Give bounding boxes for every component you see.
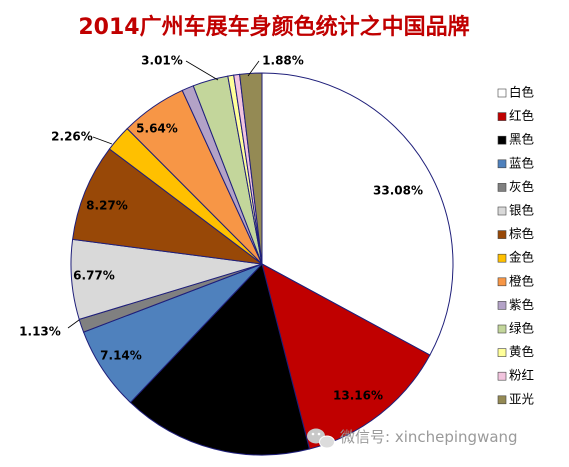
legend-label-4: 灰色	[509, 179, 535, 194]
data-label-0: 33.08%	[373, 184, 423, 198]
legend-swatch-6	[497, 230, 507, 239]
pie-slice-1	[261, 263, 431, 450]
data-label-7: 2.26%	[51, 130, 93, 144]
legend-label-11: 黄色	[509, 344, 535, 359]
legend-label-13: 亚光	[509, 391, 534, 406]
legend-swatch-10	[497, 324, 507, 334]
legend-label-8: 橙色	[509, 273, 535, 288]
pie-slice-2	[129, 263, 311, 456]
legend-label-1: 红色	[509, 108, 535, 123]
pie-slice-13	[239, 72, 263, 265]
data-label-10: 3.01%	[141, 54, 183, 68]
legend-label-7: 金色	[509, 250, 535, 265]
legend-swatch-3	[497, 159, 507, 169]
watermark: 微信号: xinchepingwang	[307, 428, 518, 449]
data-label-5: 6.77%	[73, 269, 115, 283]
legend-swatch-12	[497, 371, 507, 381]
legend-label-9: 紫色	[509, 297, 535, 312]
data-label-6: 8.27%	[86, 199, 128, 213]
data-label-8: 5.64%	[136, 122, 178, 136]
pie-slice-6	[72, 148, 264, 265]
legend-swatch-11	[497, 348, 507, 357]
legend-label-2: 黑色	[509, 132, 535, 147]
leader-lines	[67, 60, 260, 329]
legend-swatch-5	[497, 206, 507, 216]
legend-label-3: 蓝色	[509, 155, 535, 170]
leader-line-4	[67, 319, 80, 329]
legend-swatch-2	[497, 135, 507, 145]
watermark-text: 微信号: xinchepingwang	[340, 428, 518, 446]
legend-swatch-13	[497, 395, 507, 405]
data-labels: 33.08% 13.16% 16.17% 7.14% 1.13% 6.77% 8.27% 2.…	[19, 54, 423, 437]
data-label-2: 16.17%	[191, 423, 241, 437]
legend-swatch-1	[497, 112, 507, 121]
leader-line-10	[185, 60, 219, 81]
legend-label-12: 粉红	[509, 368, 534, 383]
data-label-4: 1.13%	[19, 325, 61, 339]
data-label-13: 1.88%	[262, 54, 304, 68]
legend-swatch-4	[497, 183, 507, 192]
data-label-3: 7.14%	[100, 349, 142, 363]
legend-label-6: 棕色	[509, 226, 535, 241]
wechat-icon	[307, 428, 335, 449]
legend-label-10: 绿色	[509, 321, 535, 336]
pie-slice-0	[261, 72, 454, 356]
legend-label-5: 银色	[509, 203, 535, 218]
leader-line-7	[92, 136, 113, 145]
legend-label-0: 白色	[509, 85, 535, 100]
pie-slices	[70, 72, 454, 456]
chart-title: 2014广州车展车身颜色统计之中国品牌	[78, 14, 469, 40]
legend-swatch-8	[497, 277, 507, 287]
leader-line-13	[247, 60, 260, 77]
data-label-1: 13.16%	[333, 389, 383, 403]
legend-swatch-9	[497, 301, 507, 310]
legend-swatch-0	[497, 88, 507, 98]
legend-swatch-7	[497, 253, 507, 263]
